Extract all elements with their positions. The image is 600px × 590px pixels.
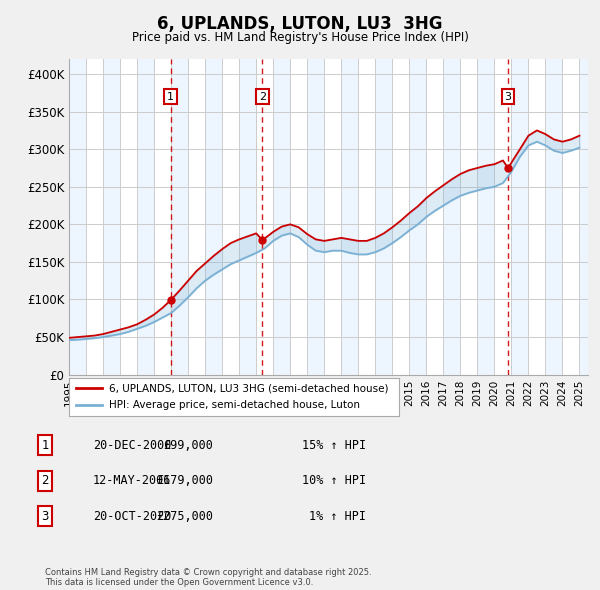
Text: 10% ↑ HPI: 10% ↑ HPI [302, 474, 366, 487]
Text: 6, UPLANDS, LUTON, LU3  3HG: 6, UPLANDS, LUTON, LU3 3HG [157, 15, 443, 33]
Bar [239, 59, 256, 375]
Text: 6, UPLANDS, LUTON, LU3 3HG (semi-detached house): 6, UPLANDS, LUTON, LU3 3HG (semi-detache… [109, 384, 388, 394]
Bar [511, 59, 529, 375]
Text: 20-DEC-2000: 20-DEC-2000 [93, 439, 172, 452]
Text: Contains HM Land Registry data © Crown copyright and database right 2025.
This d: Contains HM Land Registry data © Crown c… [45, 568, 371, 587]
Text: £179,000: £179,000 [156, 474, 213, 487]
Bar [478, 59, 494, 375]
Text: Price paid vs. HM Land Registry's House Price Index (HPI): Price paid vs. HM Land Registry's House … [131, 31, 469, 44]
Text: £99,000: £99,000 [163, 439, 213, 452]
Text: 2: 2 [41, 474, 49, 487]
Bar [171, 59, 188, 375]
Bar [341, 59, 358, 375]
Text: 1: 1 [41, 439, 49, 452]
Bar [545, 59, 562, 375]
Bar [409, 59, 427, 375]
Bar [443, 59, 460, 375]
Bar [69, 59, 86, 375]
Text: 3: 3 [505, 91, 512, 101]
Bar [103, 59, 120, 375]
Bar [375, 59, 392, 375]
Text: HPI: Average price, semi-detached house, Luton: HPI: Average price, semi-detached house,… [109, 400, 359, 410]
Text: 15% ↑ HPI: 15% ↑ HPI [302, 439, 366, 452]
Bar [580, 59, 596, 375]
Text: 20-OCT-2020: 20-OCT-2020 [93, 510, 172, 523]
Text: 3: 3 [41, 510, 49, 523]
Text: 2: 2 [259, 91, 266, 101]
Text: 1: 1 [167, 91, 174, 101]
Bar [137, 59, 154, 375]
Bar [273, 59, 290, 375]
Text: 1% ↑ HPI: 1% ↑ HPI [309, 510, 366, 523]
Bar [307, 59, 324, 375]
Text: 12-MAY-2006: 12-MAY-2006 [93, 474, 172, 487]
Text: £275,000: £275,000 [156, 510, 213, 523]
Bar [205, 59, 222, 375]
